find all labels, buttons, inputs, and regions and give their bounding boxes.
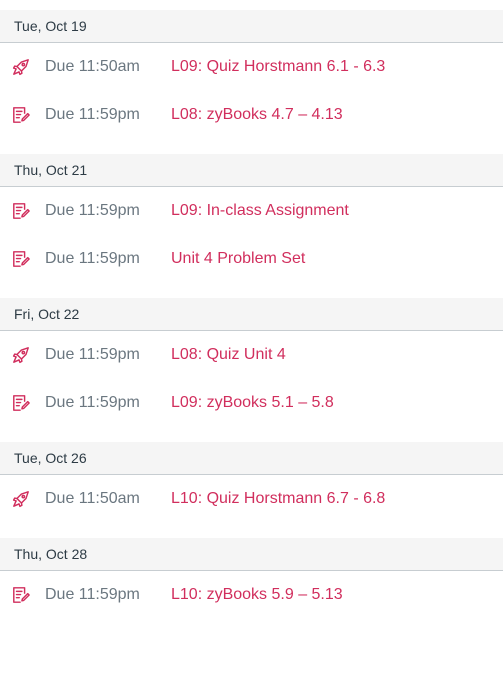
assignment-icon (12, 106, 30, 124)
assignment-link[interactable]: L09: In-class Assignment (171, 202, 349, 219)
assignment-link[interactable]: L09: zyBooks 5.1 – 5.8 (171, 394, 334, 411)
assignment-link[interactable]: L10: Quiz Horstmann 6.7 - 6.8 (171, 490, 386, 507)
planner-item: Due 11:59pm L08: zyBooks 4.7 – 4.13 (0, 91, 503, 139)
day-header: Tue, Oct 26 (0, 442, 503, 475)
quiz-icon (12, 490, 30, 508)
assignment-link[interactable]: Unit 4 Problem Set (171, 250, 306, 267)
due-time: Due 11:59pm (45, 106, 140, 123)
planner-item: Due 11:59pm L10: zyBooks 5.9 – 5.13 (0, 571, 503, 619)
due-time: Due 11:59pm (45, 394, 140, 411)
assignment-link[interactable]: L08: Quiz Unit 4 (171, 346, 286, 363)
day-header: Thu, Oct 28 (0, 538, 503, 571)
assignment-link[interactable]: L10: zyBooks 5.9 – 5.13 (171, 586, 343, 603)
due-time: Due 11:50am (45, 58, 140, 75)
due-time: Due 11:50am (45, 490, 140, 507)
assignment-icon (12, 202, 30, 220)
due-time: Due 11:59pm (45, 586, 140, 603)
quiz-icon (12, 58, 30, 76)
assignment-link[interactable]: L09: Quiz Horstmann 6.1 - 6.3 (171, 58, 386, 75)
due-time: Due 11:59pm (45, 202, 140, 219)
upcoming-assignments-list: Tue, Oct 19 Due 11:50am L09: Quiz Horstman… (0, 10, 503, 619)
due-time: Due 11:59pm (45, 250, 140, 267)
assignment-icon (12, 586, 30, 604)
day-header: Tue, Oct 19 (0, 10, 503, 43)
assignment-link[interactable]: L08: zyBooks 4.7 – 4.13 (171, 106, 343, 123)
due-time: Due 11:59pm (45, 346, 140, 363)
quiz-icon (12, 346, 30, 364)
planner-item: Due 11:50am L09: Quiz Horstmann 6.1 - 6.3 (0, 43, 503, 91)
assignment-icon (12, 394, 30, 412)
planner-item: Due 11:59pm L09: In-class Assignment (0, 187, 503, 235)
assignment-icon (12, 250, 30, 268)
planner-item: Due 11:59pm L09: zyBooks 5.1 – 5.8 (0, 379, 503, 427)
day-header: Thu, Oct 21 (0, 154, 503, 187)
day-header: Fri, Oct 22 (0, 298, 503, 331)
planner-item: Due 11:59pm L08: Quiz Unit 4 (0, 331, 503, 379)
planner-item: Due 11:50am L10: Quiz Horstmann 6.7 - 6.8 (0, 475, 503, 523)
planner-item: Due 11:59pm Unit 4 Problem Set (0, 235, 503, 283)
